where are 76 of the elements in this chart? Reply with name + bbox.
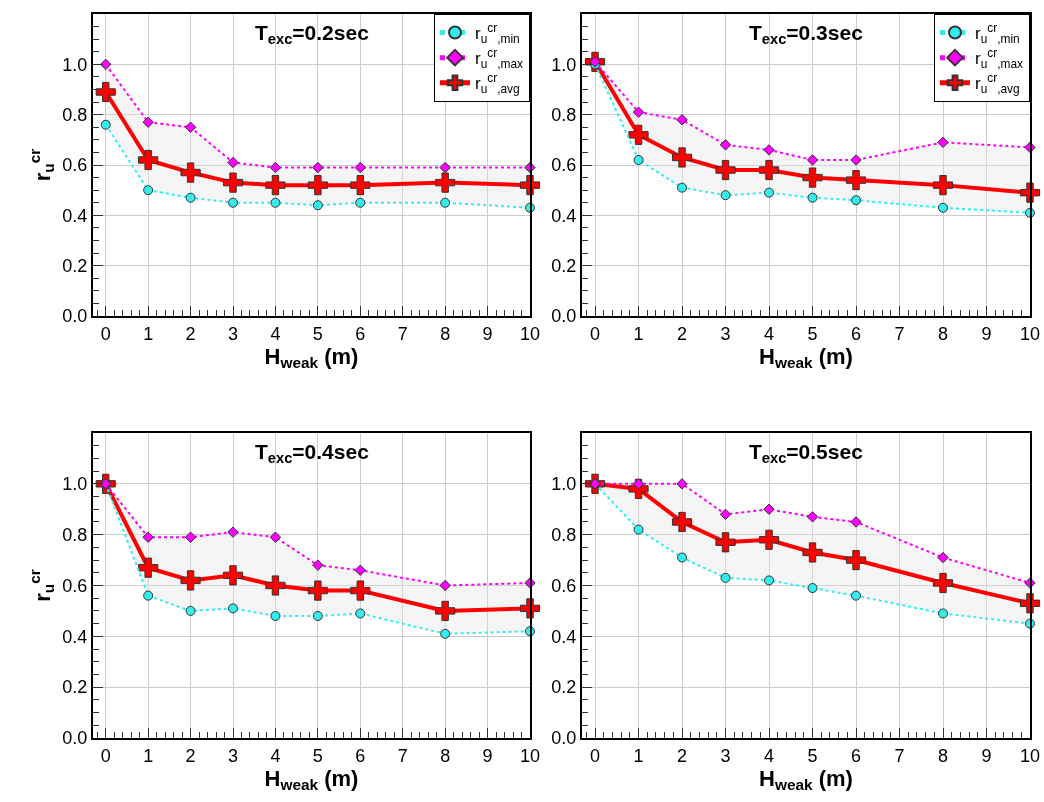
x-tick-label: 9 [981,745,992,766]
y-tick-label: 1.0 [551,474,577,495]
chart-title: T$_{exc}$=0.2sec [255,21,370,48]
x-tick-label: 3 [228,745,239,766]
x-tick-label: 6 [355,745,366,766]
x-tick-label: 5 [807,323,818,344]
chart-title: T$_{exc}$=0.3sec [749,21,864,48]
y-tick-label: 0.0 [62,306,88,327]
y-tick-label: 0.8 [551,524,577,545]
x-tick-label: 6 [851,323,862,344]
x-axis-title: H$_{weak}$ (m) [264,765,359,794]
x-tick-label: 8 [440,745,451,766]
x-tick-label: 10 [1019,745,1041,766]
x-tick-label: 5 [312,323,323,344]
y-tick-label: 0.0 [62,728,88,749]
x-tick-label: 9 [482,745,493,766]
x-tick-label: 7 [894,745,905,766]
x-tick-label: 3 [720,323,731,344]
y-tick-label: 0.2 [62,677,88,698]
y-tick-label: 0.6 [551,575,577,596]
x-tick-label: 9 [981,323,992,344]
y-tick-label: 0.4 [62,205,88,226]
y-tick-label: 1.0 [62,474,88,495]
x-tick-label: 7 [397,323,408,344]
x-tick-label: 2 [677,745,688,766]
y-tick-label: 0.2 [551,677,577,698]
x-axis-title: H$_{weak}$ (m) [759,765,853,794]
y-tick-label: 0.2 [551,255,577,276]
x-tick-label: 1 [633,323,644,344]
x-tick-label: 0 [100,323,111,344]
x-tick-label: 5 [807,745,818,766]
chart-title: T$_{exc}$=0.5sec [749,440,864,467]
x-tick-label: 4 [270,745,281,766]
x-tick-label: 4 [764,745,775,766]
x-tick-label: 2 [185,323,196,344]
x-tick-label: 9 [482,323,493,344]
x-tick-label: 7 [894,323,905,344]
y-tick-label: 0.4 [551,626,577,647]
x-tick-label: 7 [397,745,408,766]
x-tick-label: 8 [440,323,451,344]
y-tick-label: 1.0 [62,54,88,75]
x-tick-label: 1 [633,745,644,766]
x-tick-label: 4 [764,323,775,344]
x-tick-label: 10 [1019,323,1041,344]
x-tick-label: 0 [590,323,601,344]
x-tick-label: 10 [519,745,541,766]
y-tick-label: 0.4 [551,205,577,226]
x-tick-label: 8 [938,745,949,766]
y-tick-label: 0.8 [62,524,88,545]
y-tick-label: 1.0 [551,54,577,75]
x-tick-label: 2 [677,323,688,344]
x-tick-label: 6 [851,745,862,766]
x-tick-label: 10 [519,323,541,344]
y-tick-label: 0.8 [62,104,88,125]
y-tick-label: 0.8 [551,104,577,125]
y-tick-label: 0.6 [551,155,577,176]
x-tick-label: 4 [270,323,281,344]
x-tick-label: 0 [590,745,601,766]
x-tick-label: 2 [185,745,196,766]
x-tick-label: 6 [355,323,366,344]
x-tick-label: 3 [228,323,239,344]
chart-title: T$_{exc}$=0.4sec [255,440,370,467]
x-tick-label: 1 [143,745,154,766]
x-tick-label: 1 [143,323,154,344]
x-axis-title: H$_{weak}$ (m) [759,343,853,372]
y-tick-label: 0.6 [62,575,88,596]
x-tick-label: 3 [720,745,731,766]
y-tick-label: 0.4 [62,626,88,647]
y-tick-label: 0.0 [551,728,577,749]
y-tick-label: 0.0 [551,306,577,327]
y-tick-label: 0.2 [62,255,88,276]
y-tick-label: 0.6 [62,155,88,176]
x-tick-label: 5 [312,745,323,766]
x-tick-label: 0 [100,745,111,766]
x-tick-label: 8 [938,323,949,344]
x-axis-title: H$_{weak}$ (m) [264,343,359,372]
